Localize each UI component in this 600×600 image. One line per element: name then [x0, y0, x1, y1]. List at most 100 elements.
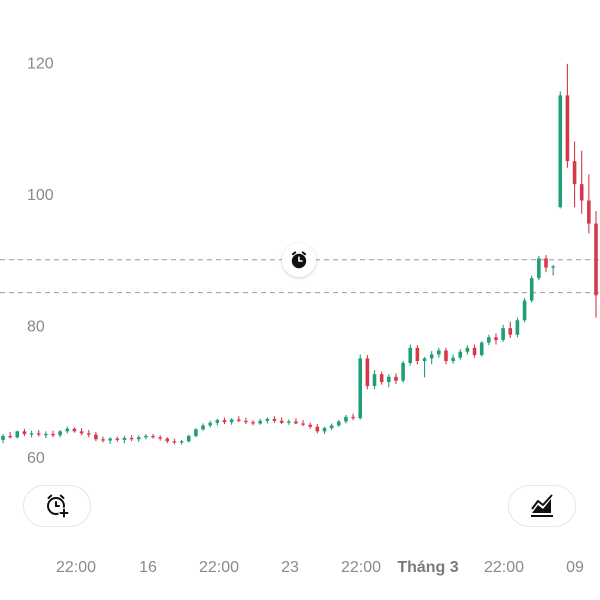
chart-type-button[interactable]: [508, 485, 576, 527]
candle-body: [322, 428, 327, 432]
candle-body: [129, 437, 134, 440]
candle-body: [86, 433, 91, 435]
candle: [72, 427, 77, 433]
candles: [1, 63, 598, 445]
candle-body: [58, 431, 62, 436]
x-tick-label: 16: [139, 559, 157, 576]
candle: [451, 354, 455, 364]
candle-body: [494, 337, 498, 340]
candle-body: [29, 433, 34, 435]
candle-body: [194, 429, 198, 436]
alarm-marker[interactable]: [282, 243, 316, 277]
candle: [222, 417, 227, 425]
add-alarm-button[interactable]: [23, 485, 91, 527]
candle: [358, 354, 363, 420]
candle: [165, 437, 170, 444]
candle-body: [387, 376, 391, 383]
candle: [194, 428, 198, 438]
candle: [522, 297, 527, 323]
candle: [208, 420, 212, 428]
candle-body: [472, 347, 477, 356]
candle: [65, 426, 70, 434]
candle: [551, 265, 555, 276]
candle: [15, 430, 20, 439]
candle: [508, 321, 513, 338]
candle-body: [151, 435, 155, 438]
candle-body: [136, 437, 141, 440]
candle-body: [444, 350, 448, 362]
candle-body: [236, 419, 241, 421]
candle-body: [94, 434, 98, 440]
candle-body: [351, 416, 355, 419]
candle-body: [458, 351, 463, 358]
candle-body: [308, 424, 313, 427]
candle: [251, 420, 255, 426]
candle-body: [379, 374, 384, 383]
candle-body: [144, 435, 148, 438]
candle: [494, 333, 498, 345]
candle-body: [158, 437, 162, 439]
candle-body: [122, 437, 127, 440]
y-tick-label: 60: [27, 450, 45, 467]
candle: [515, 317, 520, 338]
candle-body: [358, 358, 363, 419]
candle-body: [372, 374, 377, 386]
candle-body: [215, 420, 220, 423]
candle: [501, 324, 505, 342]
candle: [308, 422, 313, 429]
candle: [565, 63, 570, 168]
x-axis: 22:00 16 22:00 23 22:00 Tháng 3 22:00 09: [56, 559, 584, 576]
candle-body: [408, 347, 413, 363]
candle-body: [365, 358, 370, 386]
candle-body: [587, 200, 591, 224]
candle: [244, 417, 248, 425]
area-chart-icon: [531, 494, 553, 517]
y-tick-label: 100: [27, 187, 54, 204]
candle: [101, 436, 105, 443]
candle: [258, 418, 263, 425]
candle: [587, 174, 591, 234]
candle-body: [515, 320, 520, 335]
x-tick-label: Tháng 3: [397, 559, 458, 576]
candle-body: [394, 376, 398, 381]
candle-body: [258, 420, 263, 424]
candle-body: [501, 328, 505, 340]
candle-body: [265, 418, 270, 421]
candle: [444, 347, 448, 365]
y-axis: 120 100 80 60: [27, 56, 54, 468]
candle: [29, 430, 34, 438]
candle-body: [529, 278, 534, 301]
candle-body: [44, 433, 48, 436]
candle-body: [165, 438, 170, 442]
candle-body: [465, 347, 470, 352]
candle-body: [401, 362, 405, 381]
candle-body: [594, 223, 598, 296]
candle-body: [229, 419, 234, 423]
candle-body: [279, 420, 284, 423]
candle-body: [551, 266, 555, 268]
x-tick-label: 22:00: [484, 559, 524, 576]
alarm-add-icon: [47, 494, 70, 519]
candle-body: [286, 421, 291, 423]
candle-body: [344, 416, 348, 422]
candle: [186, 434, 191, 443]
candle-body: [251, 422, 255, 424]
candle: [401, 361, 405, 383]
candle-body: [537, 258, 541, 279]
candle-body: [22, 431, 27, 434]
candle: [422, 357, 427, 378]
candle-body: [72, 428, 77, 432]
candle-body: [8, 435, 12, 438]
candle-body: [487, 337, 491, 343]
candle-body: [79, 431, 84, 434]
candle: [408, 344, 413, 366]
candle: [215, 418, 220, 426]
candle: [365, 355, 370, 390]
candle-body: [1, 435, 5, 440]
candle-body: [65, 428, 70, 432]
y-tick-label: 120: [27, 56, 54, 73]
candle: [458, 349, 463, 360]
candle: [58, 430, 62, 438]
candle-body: [108, 438, 112, 441]
